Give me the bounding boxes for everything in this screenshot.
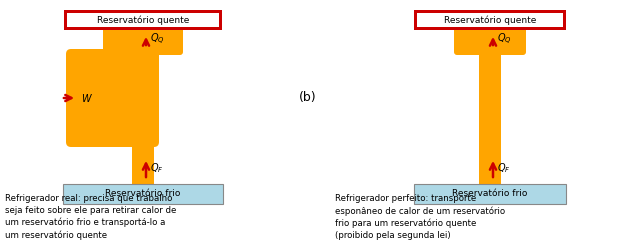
Bar <box>414 10 566 30</box>
Text: Reservatório frio: Reservatório frio <box>105 189 181 199</box>
Bar <box>455 30 525 52</box>
Text: $Q_F$: $Q_F$ <box>150 161 163 175</box>
Bar <box>417 13 563 27</box>
Text: $Q_Q$: $Q_Q$ <box>150 32 165 47</box>
Bar <box>67 13 219 27</box>
Bar <box>64 10 222 30</box>
Text: $W$: $W$ <box>81 92 93 104</box>
Bar <box>132 30 154 184</box>
Bar <box>479 30 501 184</box>
Bar <box>104 30 182 52</box>
Bar <box>132 54 154 142</box>
FancyBboxPatch shape <box>66 49 159 147</box>
Text: Refrigerador real: precisa que trabalho
seja feito sobre ele para retirar calor : Refrigerador real: precisa que trabalho … <box>5 194 177 240</box>
Bar <box>414 184 566 204</box>
FancyBboxPatch shape <box>454 27 526 55</box>
Bar <box>63 184 223 204</box>
Text: Reservatório quente: Reservatório quente <box>97 15 189 25</box>
Text: $Q_Q$: $Q_Q$ <box>497 32 512 47</box>
Text: Refrigerador perfeito: transporte
esponâneo de calor de um reservatório
frio par: Refrigerador perfeito: transporte esponâ… <box>335 194 505 240</box>
Text: $Q_F$: $Q_F$ <box>497 161 510 175</box>
Text: (b): (b) <box>299 92 317 105</box>
FancyBboxPatch shape <box>103 27 183 55</box>
Text: Reservatório frio: Reservatório frio <box>452 189 528 199</box>
Text: Reservatório quente: Reservatório quente <box>444 15 536 25</box>
